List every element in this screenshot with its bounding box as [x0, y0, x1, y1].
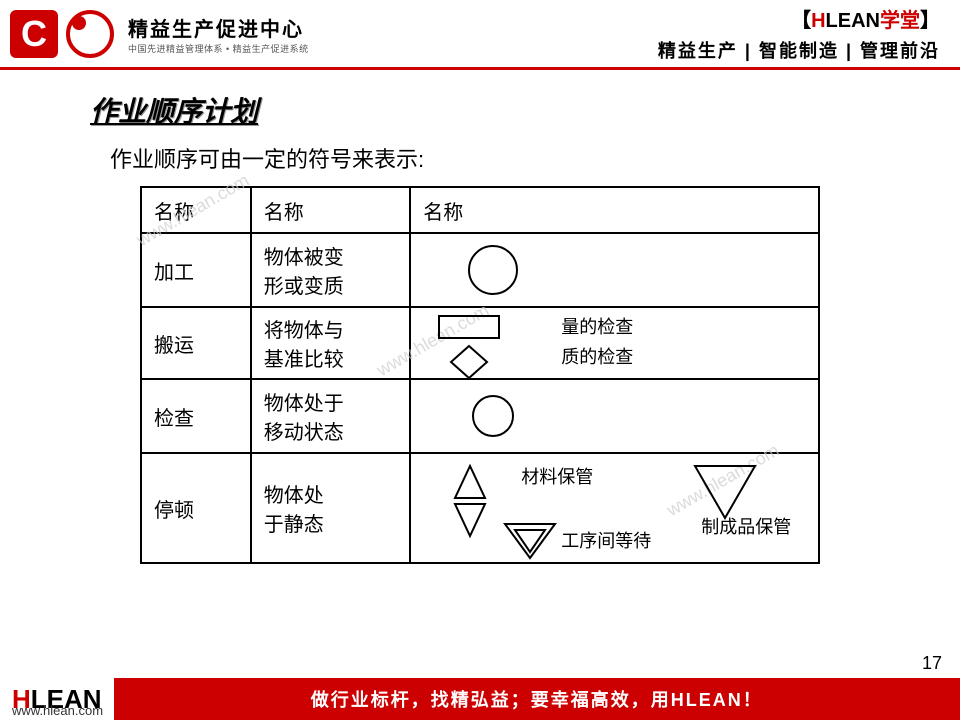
small-circle-icon [463, 386, 523, 446]
r4-c2: 物体处 于静态 [251, 453, 411, 563]
r1-c2: 物体被变 形或变质 [251, 233, 411, 307]
th-1: 名称 [141, 187, 251, 233]
r2-c2-l1: 将物体与 [264, 320, 344, 342]
rect-diamond-icon [421, 310, 561, 380]
logo-block: C 精益生产促进中心 中国先进精益管理体系 • 精益生产促进系统 [10, 10, 309, 58]
r2-c2-l2: 基准比较 [264, 349, 344, 371]
bracket-l: 【 [791, 10, 811, 32]
r1-c2-l1: 物体被变 [264, 247, 344, 269]
r4-c1: 停顿 [141, 453, 251, 563]
r4-c2-l2: 于静态 [264, 514, 324, 536]
header-sub: 精益生产 | 智能制造 | 管理前沿 [658, 37, 940, 63]
footer-slogan: 做行业标杆，找精弘益；要幸福高效，用HLEAN！ [114, 678, 960, 720]
r4-c2-l1: 物体处 [264, 485, 324, 507]
r4-label2: 工序间等待 [561, 530, 651, 553]
r1-c1: 加工 [141, 233, 251, 307]
r2-label1: 量的检查 [561, 316, 633, 339]
tag-h: H [811, 10, 825, 32]
footer-url: www.hlean.com [12, 703, 103, 718]
r2-c1: 搬运 [141, 307, 251, 379]
r1-c2-l2: 形或变质 [264, 276, 344, 298]
slide-title: 作业顺序计划 [90, 90, 960, 130]
r4-symbol-cell: 材料保管 工序间等待 制成品保管 [410, 453, 819, 563]
circle-icon [463, 240, 523, 300]
r3-c2-l2: 移动状态 [264, 422, 344, 444]
footer: HLEAN 做行业标杆，找精弘益；要幸福高效，用HLEAN！ [0, 678, 960, 720]
r3-c1: 检查 [141, 379, 251, 453]
r2-symbol-cell: 量的检查 质的检查 [410, 307, 819, 379]
logo-c-icon: C [10, 10, 58, 58]
logo-subtitle: 中国先进精益管理体系 • 精益生产促进系统 [128, 42, 309, 55]
r4-label1: 材料保管 [521, 466, 593, 489]
r3-c2-l1: 物体处于 [264, 393, 344, 415]
tag-lean: LEAN [826, 10, 880, 32]
r4-label3: 制成品保管 [701, 516, 791, 539]
bracket-r: 】 [920, 10, 940, 32]
slide-subtitle: 作业顺序可由一定的符号来表示: [110, 142, 960, 174]
r2-label2: 质的检查 [561, 346, 633, 369]
page-number: 17 [922, 653, 942, 674]
r2-c2: 将物体与 基准比较 [251, 307, 411, 379]
r3-symbol-cell [410, 379, 819, 453]
hlean-tag: 【HLEAN学堂】 [791, 4, 940, 33]
logo-title: 精益生产促进中心 [128, 13, 309, 42]
r1-symbol-cell [410, 233, 819, 307]
r3-c2: 物体处于 移动状态 [251, 379, 411, 453]
logo-text: 精益生产促进中心 中国先进精益管理体系 • 精益生产促进系统 [128, 13, 309, 55]
th-2: 名称 [251, 187, 411, 233]
header-right: 【HLEAN学堂】 精益生产 | 智能制造 | 管理前沿 [658, 4, 950, 63]
logo-ring-icon [66, 10, 114, 58]
tag-suffix: 学堂 [880, 10, 920, 32]
th-3: 名称 [410, 187, 819, 233]
header: C 精益生产促进中心 中国先进精益管理体系 • 精益生产促进系统 【HLEAN学… [0, 0, 960, 70]
symbols-table: 名称 名称 名称 加工 物体被变 形或变质 搬运 将物体与 基准比较 量的检查 [140, 186, 820, 564]
